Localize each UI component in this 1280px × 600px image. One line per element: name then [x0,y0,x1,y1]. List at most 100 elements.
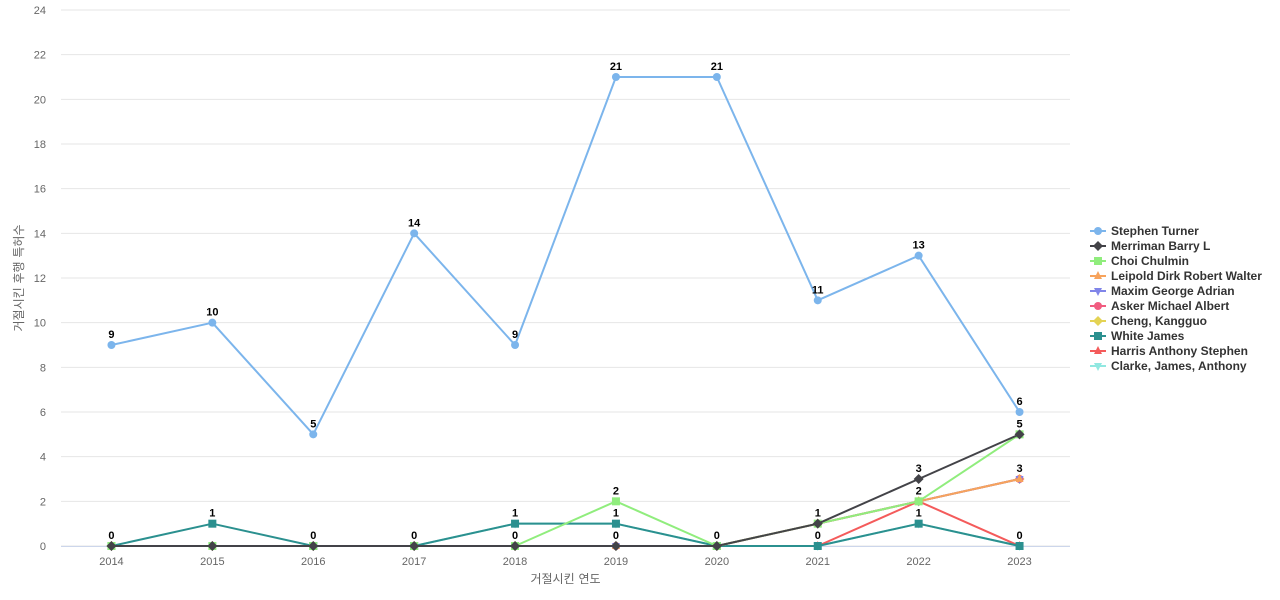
x-tick-label: 2016 [301,556,325,568]
x-tick-label: 2020 [705,556,729,568]
y-tick-label: 2 [40,496,46,508]
legend-item[interactable]: Choi Chulmin [1090,254,1189,268]
legend-item[interactable]: White James [1090,329,1185,343]
series-1 [106,429,1025,551]
data-label: 1 [613,508,619,520]
x-tick-label: 2023 [1007,556,1031,568]
data-label: 2 [613,485,619,497]
x-tick-label: 2014 [99,556,123,568]
legend-label: Stephen Turner [1111,224,1199,238]
legend-marker [1094,346,1102,354]
data-label: 0 [310,530,316,542]
data-point [409,541,420,551]
data-label: 0 [1016,530,1022,542]
data-point [1015,542,1024,550]
data-label: 0 [108,530,114,542]
series-line [111,76,1021,436]
x-axis-ticks: 2014 2015 2016 2017 2018 2019 2020 2021 2022 2023 [99,556,1032,568]
x-axis-title: 거절시킨 연도 [530,572,600,586]
series-3 [107,474,1024,549]
data-point [712,73,721,81]
y-tick-label: 6 [40,407,46,419]
data-point [812,518,823,529]
data-label: 5 [1016,418,1022,430]
data-point [914,251,923,260]
legend-item[interactable]: Stephen Turner [1090,224,1199,238]
legend-marker [1094,227,1102,235]
data-label: 9 [512,329,518,341]
x-tick-label: 2021 [806,556,830,568]
y-tick-label: 0 [40,541,46,553]
data-point [1014,429,1025,440]
legend-marker [1094,257,1102,265]
legend-marker [1094,332,1102,340]
y-tick-label: 12 [34,273,46,285]
y-tick-label: 18 [34,139,46,151]
y-axis-title: 거절시킨 후행 특허수 [11,225,26,332]
y-tick-label: 20 [34,94,46,106]
data-point [913,474,924,484]
data-point [208,519,217,528]
data-label: 14 [408,217,421,229]
data-point [511,341,520,349]
x-tick-label: 2018 [503,556,527,568]
data-point [1015,474,1024,482]
legend-marker [1094,302,1102,310]
legend-item[interactable]: Harris Anthony Stephen [1090,344,1248,358]
data-label: 0 [512,530,518,542]
y-tick-label: 24 [34,5,46,17]
data-label: 1 [512,508,518,520]
data-point [914,519,923,528]
series-4 [107,476,1024,551]
x-tick-label: 2017 [402,556,426,568]
legend-label: Asker Michael Albert [1111,299,1229,313]
data-point [611,73,620,81]
data-label: 0 [714,530,720,542]
data-label: 3 [916,463,922,475]
x-tick-label: 2015 [200,556,224,568]
data-point [610,541,621,551]
data-label: 1 [916,508,922,520]
data-point [611,519,620,528]
x-tick-label: 2019 [604,556,628,568]
data-point [511,519,520,528]
legend-item[interactable]: Cheng, Kangguo [1090,314,1207,328]
legend-label: Choi Chulmin [1111,254,1189,268]
legend-marker [1094,363,1102,371]
legend-label: Merriman Barry L [1111,239,1210,253]
data-label: 0 [613,530,619,542]
legend-item[interactable]: Asker Michael Albert [1090,299,1229,313]
series-line [111,478,1020,547]
series-0 [107,73,1024,439]
legend-item[interactable]: Merriman Barry L [1090,239,1210,253]
legend-item[interactable]: Maxim George Adrian [1090,284,1235,298]
series-group [106,73,1025,551]
legend-label: Leipold Dirk Robert Walter [1111,269,1262,283]
data-label: 0 [815,530,821,542]
y-tick-label: 10 [34,318,46,330]
series-line [111,478,1020,547]
data-label: 21 [610,61,622,73]
grid-lines [61,9,1070,547]
series-5 [107,475,1024,550]
legend-label: Cheng, Kangguo [1111,314,1207,328]
data-point [309,430,318,439]
legend-label: White James [1111,329,1185,343]
data-point [1015,408,1024,416]
legend-label: Maxim George Adrian [1111,284,1235,298]
data-point [611,497,620,506]
y-tick-label: 4 [40,452,46,464]
legend-item[interactable]: Leipold Dirk Robert Walter [1090,269,1262,283]
series-line [111,433,1020,547]
data-label: 9 [108,329,114,341]
legend-item[interactable]: Clarke, James, Anthony [1090,359,1247,373]
data-point [308,541,319,551]
data-point [510,541,521,551]
data-label: 10 [206,307,218,319]
data-point [208,318,217,327]
data-point [914,497,923,506]
data-point [813,296,822,305]
